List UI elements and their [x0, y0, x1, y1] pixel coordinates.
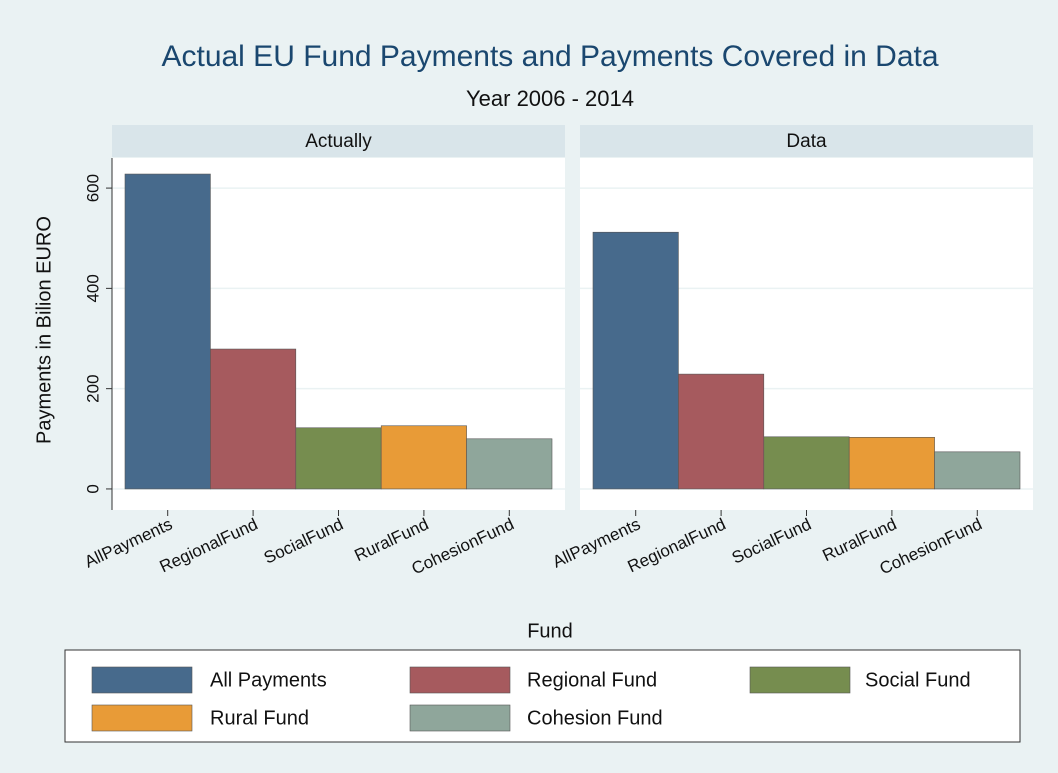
y-tick-label: 400: [83, 274, 102, 302]
bar: [210, 348, 297, 490]
bar: [380, 425, 467, 490]
bar: [848, 436, 935, 490]
chart-title: Actual EU Fund Payments and Payments Cov…: [161, 40, 938, 73]
y-tick-label: 600: [83, 174, 102, 202]
legend-label: Rural Fund: [210, 707, 309, 729]
legend-label: Social Fund: [865, 669, 971, 691]
bar: [678, 373, 765, 490]
legend-label: All Payments: [210, 669, 327, 691]
legend-swatch: [91, 666, 193, 694]
x-axis-label: Fund: [527, 620, 573, 642]
legend: [64, 649, 1021, 743]
legend-swatch: [409, 704, 511, 732]
chart-subtitle: Year 2006 - 2014: [466, 86, 634, 111]
panel-header: [112, 125, 565, 157]
legend-swatch: [749, 666, 851, 694]
y-tick-label: 0: [83, 484, 102, 493]
legend-label: Cohesion Fund: [527, 707, 663, 729]
panel-title: Actually: [305, 131, 372, 152]
bar: [592, 231, 679, 490]
bar: [763, 436, 850, 490]
y-axis-label: Payments in Bilion EURO: [33, 216, 55, 444]
y-tick-label: 200: [83, 374, 102, 402]
panel-header: [580, 125, 1033, 157]
panel-title: Data: [786, 131, 827, 152]
legend-label: Regional Fund: [527, 669, 657, 691]
bar: [934, 451, 1021, 490]
bar: [295, 427, 382, 490]
legend-swatch: [91, 704, 193, 732]
bar: [466, 438, 553, 490]
legend-swatch: [409, 666, 511, 694]
bar: [124, 173, 211, 490]
